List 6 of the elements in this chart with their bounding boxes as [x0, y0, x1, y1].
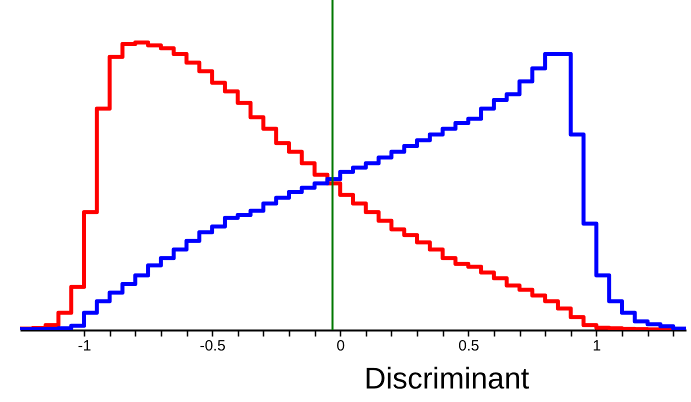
x-tick-label: 0: [336, 338, 345, 354]
x-tick-label: -0.5: [200, 338, 226, 354]
x-tick-label: -1: [78, 338, 92, 354]
x-tick-label: 1: [592, 338, 602, 354]
x-axis-title: Discriminant: [364, 362, 530, 396]
x-tick-label: 0.5: [458, 338, 480, 354]
